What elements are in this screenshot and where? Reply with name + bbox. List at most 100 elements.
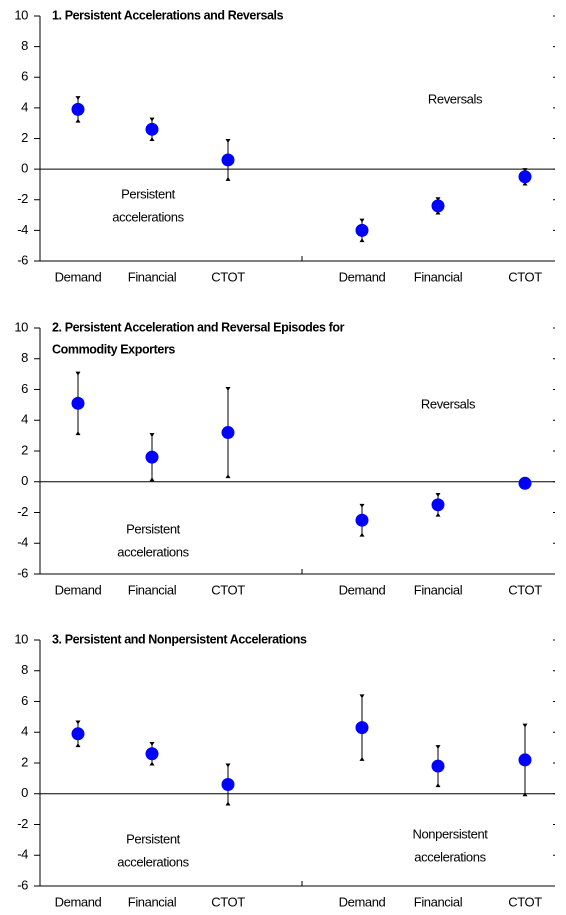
error-cap <box>149 761 155 766</box>
x-tick-label: Financial <box>414 582 463 597</box>
y-tick-label: -2 <box>17 191 28 206</box>
x-tick-label: Financial <box>128 582 177 597</box>
y-tick-label: 4 <box>21 412 28 427</box>
annotation: Persistent <box>121 186 176 201</box>
x-tick-label: Demand <box>55 582 102 597</box>
point <box>71 727 85 741</box>
point <box>221 153 235 167</box>
y-tick-label: -2 <box>17 816 28 831</box>
error-cap <box>522 723 528 728</box>
error-cap <box>522 181 528 186</box>
point <box>518 170 532 184</box>
x-tick-label: Financial <box>128 269 177 284</box>
x-tick-label: Financial <box>128 894 177 909</box>
x-tick-label: Demand <box>55 894 102 909</box>
x-tick-label: CTOT <box>508 269 542 284</box>
point <box>431 199 445 213</box>
y-tick-label: 10 <box>14 319 28 334</box>
y-tick-label: 8 <box>21 662 28 677</box>
point <box>431 498 445 512</box>
y-tick-label: 10 <box>14 7 28 22</box>
error-cap <box>359 503 365 508</box>
y-tick-label: 2 <box>21 442 28 457</box>
error-cap <box>149 433 155 438</box>
x-tick-label: Financial <box>414 269 463 284</box>
x-tick-label: Demand <box>55 269 102 284</box>
error-cap <box>149 742 155 747</box>
error-cap <box>225 763 231 768</box>
error-cap <box>149 137 155 142</box>
error-cap <box>75 118 81 123</box>
point <box>355 513 369 527</box>
y-tick-label: 8 <box>21 350 28 365</box>
y-tick-label: -6 <box>17 252 28 267</box>
point <box>145 747 159 761</box>
point <box>71 102 85 116</box>
error-cap <box>435 745 441 750</box>
annotation: Persistent <box>126 831 181 846</box>
error-cap <box>435 493 441 498</box>
annotation: Persistent <box>126 521 181 536</box>
error-cap <box>359 756 365 761</box>
point <box>221 426 235 440</box>
x-tick-label: Financial <box>414 894 463 909</box>
error-cap <box>522 168 528 173</box>
y-tick-label: 0 <box>21 473 28 488</box>
annotation: Nonpersistent <box>412 826 488 841</box>
y-tick-label: -4 <box>17 535 28 550</box>
y-tick-label: 4 <box>21 99 28 114</box>
x-tick-label: Demand <box>339 894 386 909</box>
y-tick-label: 8 <box>21 38 28 53</box>
error-cap <box>359 238 365 243</box>
error-cap <box>435 197 441 202</box>
error-cap <box>75 431 81 436</box>
x-tick-label: Demand <box>339 269 386 284</box>
y-tick-label: 0 <box>21 785 28 800</box>
y-tick-label: 6 <box>21 693 28 708</box>
error-cap <box>522 792 528 797</box>
error-cap <box>225 801 231 806</box>
point <box>145 450 159 464</box>
error-cap <box>435 783 441 788</box>
y-tick-label: 6 <box>21 69 28 84</box>
annotation: accelerations <box>112 209 184 224</box>
annotation: Reversals <box>421 396 476 411</box>
chart-title: 1. Persistent Accelerations and Reversal… <box>52 8 284 22</box>
error-cap <box>75 96 81 101</box>
error-cap <box>75 743 81 748</box>
y-tick-label: 0 <box>21 161 28 176</box>
y-tick-label: 6 <box>21 381 28 396</box>
y-tick-label: 10 <box>14 631 28 646</box>
y-tick-label: -4 <box>17 222 28 237</box>
x-tick-label: CTOT <box>211 894 245 909</box>
annotation: Reversals <box>428 91 483 106</box>
y-tick-label: 2 <box>21 754 28 769</box>
error-cap <box>225 176 231 181</box>
x-tick-label: Demand <box>339 582 386 597</box>
point <box>145 122 159 136</box>
error-cap <box>435 512 441 517</box>
x-tick-label: CTOT <box>211 582 245 597</box>
point <box>518 753 532 767</box>
chart-title: 2. Persistent Acceleration and Reversal … <box>52 320 345 334</box>
point <box>355 721 369 735</box>
error-cap <box>359 694 365 699</box>
error-cap <box>435 210 441 215</box>
error-cap <box>359 532 365 537</box>
error-cap <box>359 218 365 223</box>
annotation: accelerations <box>414 849 486 864</box>
chart-title: 3. Persistent and Nonpersistent Accelera… <box>52 632 307 646</box>
x-tick-label: CTOT <box>211 269 245 284</box>
error-cap <box>149 477 155 482</box>
error-cap <box>75 371 81 376</box>
error-cap <box>225 386 231 391</box>
annotation: accelerations <box>117 544 189 559</box>
error-cap <box>225 139 231 144</box>
y-tick-label: 4 <box>21 724 28 739</box>
x-tick-label: CTOT <box>508 582 542 597</box>
point <box>431 759 445 773</box>
point <box>71 396 85 410</box>
error-cap <box>75 720 81 725</box>
y-tick-label: -4 <box>17 847 28 862</box>
